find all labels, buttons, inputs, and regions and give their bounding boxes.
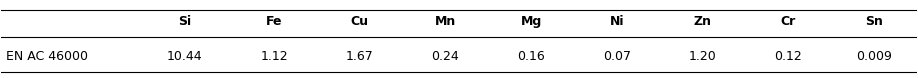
Text: Fe: Fe (265, 15, 282, 28)
Text: Sn: Sn (865, 15, 883, 28)
Text: Mn: Mn (435, 15, 456, 28)
Text: 1.20: 1.20 (688, 50, 716, 63)
Text: 0.16: 0.16 (517, 50, 545, 63)
Text: Ni: Ni (610, 15, 624, 28)
Text: Zn: Zn (693, 15, 711, 28)
Text: 0.07: 0.07 (603, 50, 631, 63)
Text: 0.12: 0.12 (774, 50, 802, 63)
Text: Cu: Cu (351, 15, 369, 28)
Text: 1.67: 1.67 (346, 50, 374, 63)
Text: 0.24: 0.24 (431, 50, 459, 63)
Text: EN AC 46000: EN AC 46000 (6, 50, 88, 63)
Text: 0.009: 0.009 (856, 50, 891, 63)
Text: Cr: Cr (780, 15, 796, 28)
Text: Si: Si (178, 15, 191, 28)
Text: 1.12: 1.12 (260, 50, 288, 63)
Text: Mg: Mg (521, 15, 542, 28)
Text: 10.44: 10.44 (167, 50, 202, 63)
